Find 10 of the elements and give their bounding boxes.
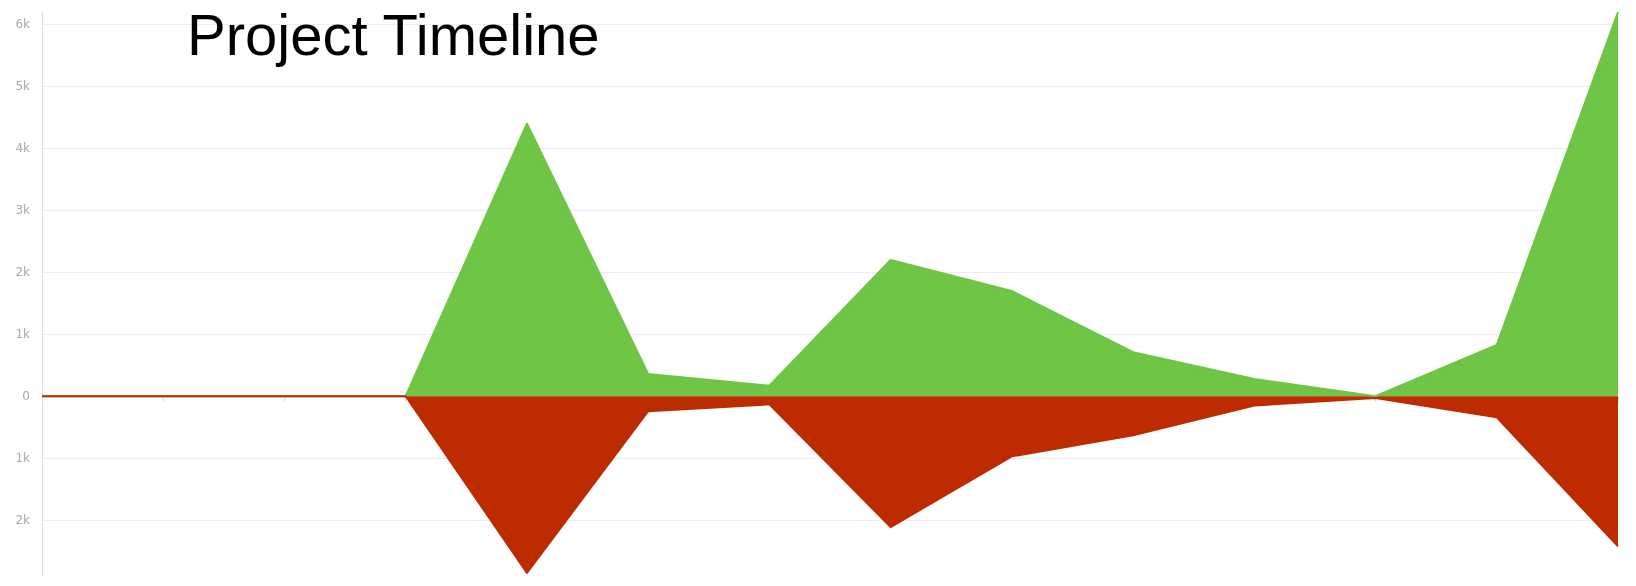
y-tick-label: 6k [15,17,31,32]
y-tick-label: 1k [15,327,31,342]
y-tick-label: 2k [15,265,31,280]
y-tick-label: 0 [22,389,30,404]
y-tick-label: 3k [15,203,31,218]
y-tick-label: 2k [15,513,31,528]
y-tick-label: 4k [15,141,31,156]
y-tick-label: 5k [15,79,31,94]
chart-title: Project Timeline [187,1,600,67]
y-tick-label: 1k [15,451,31,466]
